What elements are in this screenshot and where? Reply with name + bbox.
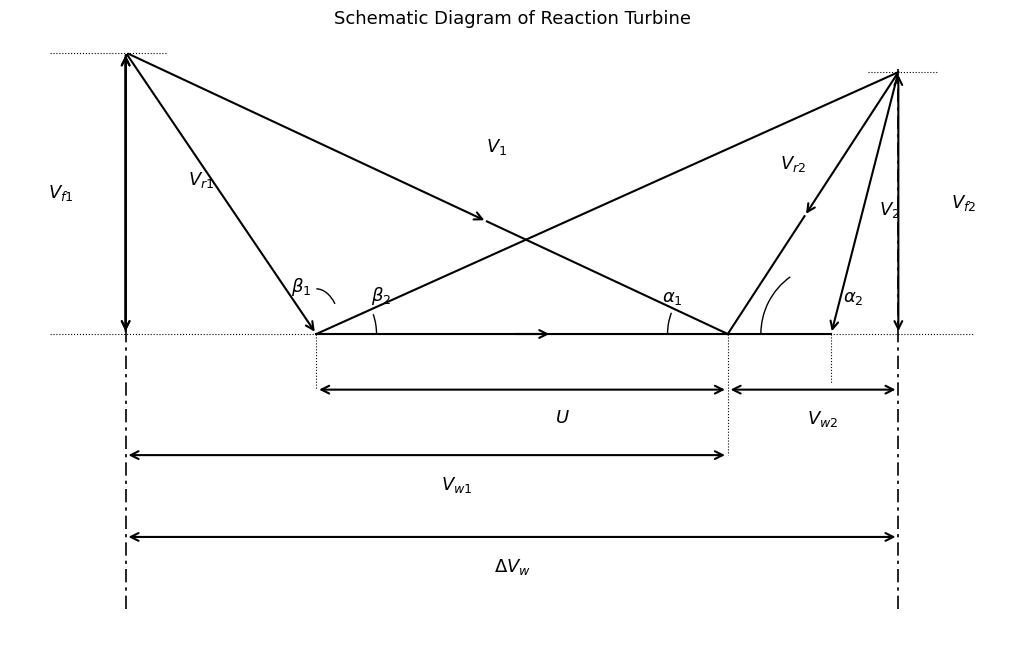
- Text: $\alpha_2$: $\alpha_2$: [843, 289, 863, 307]
- Text: $V_{r1}$: $V_{r1}$: [187, 170, 214, 190]
- Text: $\beta_2$: $\beta_2$: [372, 285, 391, 307]
- Text: $V_{r2}$: $V_{r2}$: [780, 154, 806, 174]
- Text: $V_1$: $V_1$: [486, 138, 508, 158]
- Text: $V_{f1}$: $V_{f1}$: [47, 183, 74, 203]
- Text: $V_2$: $V_2$: [880, 200, 900, 220]
- Text: $\Delta V_w$: $\Delta V_w$: [494, 556, 530, 576]
- Text: $V_{f2}$: $V_{f2}$: [951, 193, 976, 213]
- Text: $\alpha_1$: $\alpha_1$: [663, 289, 683, 307]
- Text: $\beta_1$: $\beta_1$: [291, 276, 311, 298]
- Text: $V_{w2}$: $V_{w2}$: [807, 409, 839, 430]
- Text: Schematic Diagram of Reaction Turbine: Schematic Diagram of Reaction Turbine: [334, 10, 690, 28]
- Text: $U$: $U$: [555, 409, 569, 428]
- Text: $V_{w1}$: $V_{w1}$: [441, 475, 472, 495]
